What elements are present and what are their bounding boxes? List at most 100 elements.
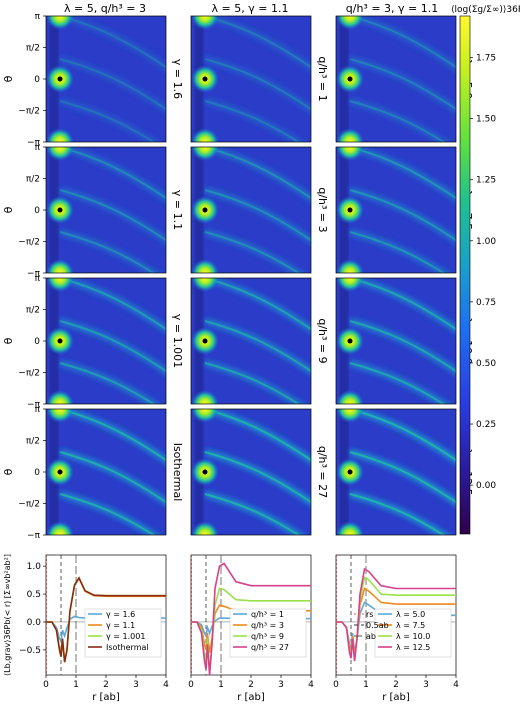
binary-marker bbox=[202, 469, 208, 475]
legend-box bbox=[374, 608, 452, 658]
legend-label: Isothermal bbox=[106, 643, 149, 652]
legend-label: λ = 12.5 bbox=[396, 643, 430, 652]
spiral-arm-core bbox=[59, 231, 156, 273]
line-charts: 0 1 2 3 4 r [ab] −0.5 0.0 0.5 1.0 ⟨Lb,grav⟩36Pb(< … bbox=[3, 554, 459, 703]
spiral-arm-core bbox=[204, 189, 311, 242]
spiral-arm bbox=[59, 98, 160, 142]
spiral-arm-core bbox=[349, 362, 446, 404]
spiral-arm-core bbox=[204, 231, 301, 273]
heatmap-panel bbox=[335, 15, 457, 143]
row-label: q/h³ = 27 bbox=[316, 446, 329, 498]
legend-label: λ = 10.0 bbox=[396, 632, 430, 641]
panel-frame bbox=[335, 408, 457, 536]
binary-marker bbox=[347, 76, 353, 82]
binary-marker bbox=[202, 338, 208, 344]
heatmap-panel bbox=[45, 277, 167, 405]
spiral-arm-core bbox=[204, 320, 311, 373]
line-chart: 0 1 2 3 4 r [ab] −0.5 0.0 0.5 1.0 ⟨Lb,grav⟩36Pb(< … bbox=[3, 554, 169, 703]
legend-label: q/h³ = 9 bbox=[251, 632, 284, 641]
legend-label: λ = 5.0 bbox=[396, 610, 425, 619]
x-tick-label: 0 bbox=[188, 680, 194, 690]
density-hotspot bbox=[336, 390, 364, 404]
density-hotspot bbox=[46, 521, 74, 535]
legend-label: q/h³ = 27 bbox=[251, 643, 289, 652]
colorbar: 0.00 0.25 0.50 0.75 1.00 1.25 1.50 1.75 ⟨log(Σg… bbox=[451, 5, 520, 535]
colorbar-tick-label: 1.50 bbox=[476, 115, 496, 125]
spiral-arm bbox=[59, 229, 160, 273]
panel-frame bbox=[190, 146, 312, 274]
theta-tick-label: −π bbox=[27, 531, 41, 541]
series-line bbox=[46, 576, 166, 663]
heatmap-panel bbox=[190, 408, 312, 536]
spiral-arm-core bbox=[204, 100, 301, 142]
density-hotspot bbox=[336, 521, 364, 535]
density-hotspot bbox=[191, 147, 219, 161]
spiral-arm-core bbox=[59, 100, 156, 142]
colorbar-label: ⟨log(Σg/Σ∞)⟩36Pb bbox=[451, 5, 520, 15]
binary-marker bbox=[57, 207, 63, 213]
theta-tick-label: π bbox=[35, 143, 41, 153]
theta-tick-label: π/2 bbox=[26, 306, 40, 316]
colorbar-tick-label: 1.75 bbox=[476, 54, 496, 64]
theta-tick-label: −π bbox=[27, 138, 41, 148]
legend-label: γ = 1.001 bbox=[106, 632, 145, 641]
legend-label: γ = 1.6 bbox=[106, 610, 135, 619]
x-tick-label: 3 bbox=[278, 680, 284, 690]
row-label: q/h³ = 3 bbox=[316, 187, 329, 232]
theta-tick-label: π/2 bbox=[26, 175, 40, 185]
spiral-arm-core bbox=[204, 362, 301, 404]
colorbar-gradient bbox=[459, 15, 471, 535]
spiral-arm-core bbox=[59, 58, 166, 111]
legend-label: q/h³ = 1 bbox=[251, 610, 284, 619]
theta-axes: π π/2 0 −π/2 −π θ π π/2 0 −π/2 −π θ π π/2 0 −π/2 −π θ π π/2… bbox=[2, 12, 46, 541]
density-hotspot bbox=[191, 128, 219, 142]
theta-tick-label: π/2 bbox=[26, 437, 40, 447]
density-hotspot bbox=[46, 128, 74, 142]
spiral-arm bbox=[204, 229, 305, 273]
density-hotspot bbox=[46, 259, 74, 273]
panel-frame bbox=[335, 277, 457, 405]
density-hotspot bbox=[191, 278, 219, 292]
theta-axis-label: θ bbox=[2, 337, 15, 344]
panel-frame bbox=[190, 408, 312, 536]
theta-tick-label: −π/2 bbox=[18, 369, 40, 379]
column-title-1: λ = 5, q/h³ = 3 bbox=[64, 2, 146, 15]
legend-label: γ = 1.1 bbox=[106, 621, 135, 630]
legend-label: q/h³ = 3 bbox=[251, 621, 284, 630]
spiral-arm bbox=[204, 98, 305, 142]
spiral-arm-core bbox=[59, 451, 166, 504]
heatmap-panel bbox=[190, 15, 312, 143]
spiral-arm bbox=[204, 187, 311, 244]
x-axis-label: r [ab] bbox=[382, 692, 410, 703]
y-tick-label: 1.0 bbox=[27, 562, 42, 572]
legend-label: ab bbox=[366, 632, 376, 641]
panel-frame bbox=[335, 15, 457, 143]
spiral-arm-core bbox=[349, 320, 456, 373]
colorbar-tick-label: 0.75 bbox=[476, 298, 496, 308]
density-hotspot bbox=[336, 278, 364, 292]
density-hotspot bbox=[336, 409, 364, 423]
heatmap-panel bbox=[335, 408, 457, 536]
legend-label: 0.5ab bbox=[366, 621, 389, 630]
x-tick-label: 0 bbox=[43, 680, 49, 690]
colorbar-tick-label: 0.25 bbox=[476, 420, 496, 430]
spiral-arm-core bbox=[59, 362, 156, 404]
density-hotspot bbox=[336, 16, 364, 30]
row-label: q/h³ = 1 bbox=[316, 56, 329, 101]
density-hotspot bbox=[46, 278, 74, 292]
spiral-arm-core bbox=[204, 493, 301, 535]
density-hotspot bbox=[336, 147, 364, 161]
spiral-arm bbox=[204, 56, 311, 113]
density-hotspot bbox=[191, 390, 219, 404]
heatmap-panel bbox=[45, 15, 167, 143]
legend-box bbox=[229, 608, 307, 658]
x-tick-label: 2 bbox=[248, 680, 254, 690]
theta-tick-label: π bbox=[35, 12, 41, 22]
spiral-arm-core bbox=[349, 451, 456, 504]
theta-tick-label: π/2 bbox=[26, 44, 40, 54]
spiral-arm bbox=[349, 56, 456, 113]
heatmap-panel bbox=[190, 146, 312, 274]
binary-marker bbox=[347, 207, 353, 213]
row-label: γ = 1.1 bbox=[171, 190, 184, 230]
